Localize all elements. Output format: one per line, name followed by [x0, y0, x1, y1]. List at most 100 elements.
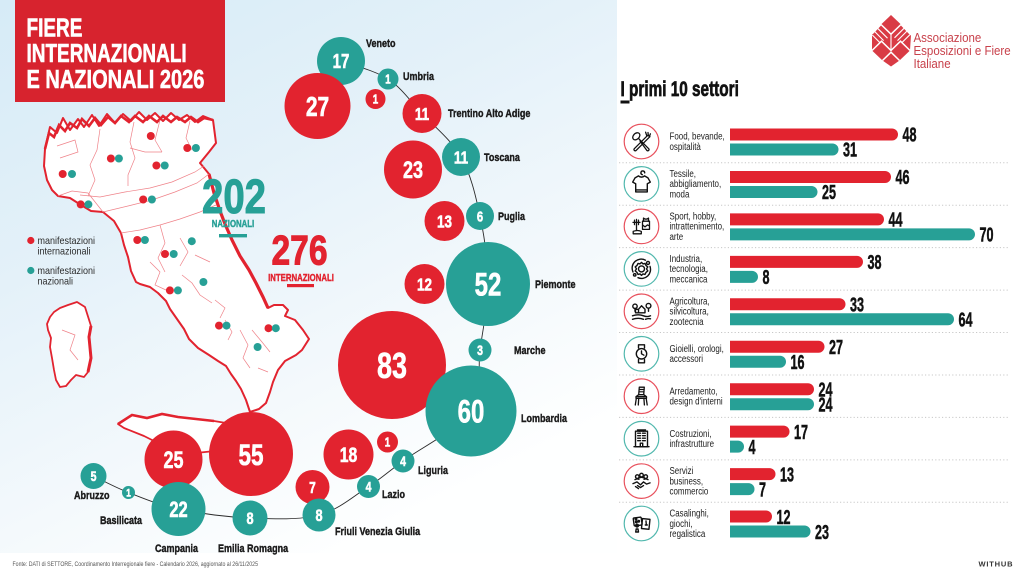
svg-text:Arredamento,: Arredamento,: [670, 386, 718, 397]
svg-text:Servizi: Servizi: [670, 465, 694, 476]
svg-text:zootecnia: zootecnia: [670, 316, 704, 327]
svg-text:13: 13: [437, 213, 452, 232]
svg-text:25: 25: [163, 448, 183, 474]
svg-text:meccanica: meccanica: [670, 274, 708, 285]
svg-text:I primi 10 settori: I primi 10 settori: [621, 77, 739, 101]
svg-text:Lombardia: Lombardia: [521, 413, 567, 425]
svg-text:Basilicata: Basilicata: [100, 515, 142, 527]
svg-text:Gioielli, orologi,: Gioielli, orologi,: [670, 343, 724, 354]
svg-text:202: 202: [202, 171, 266, 224]
svg-text:Campania: Campania: [155, 543, 198, 555]
svg-text:64: 64: [959, 309, 974, 332]
svg-text:276: 276: [271, 228, 327, 274]
svg-text:4: 4: [366, 479, 372, 495]
svg-text:abbigliamento,: abbigliamento,: [670, 178, 722, 189]
svg-text:nazionali: nazionali: [38, 276, 73, 288]
svg-text:Fonte: DATI di SETTORE, Coordi: Fonte: DATI di SETTORE, Coordinamento In…: [13, 562, 258, 569]
svg-text:25: 25: [822, 181, 836, 204]
svg-text:regalistica: regalistica: [670, 528, 706, 539]
svg-text:18: 18: [340, 443, 358, 467]
svg-text:accessori: accessori: [670, 353, 704, 364]
svg-text:17: 17: [333, 50, 350, 73]
svg-text:Tessile,: Tessile,: [670, 168, 696, 179]
svg-text:INTERNAZIONALI: INTERNAZIONALI: [268, 272, 334, 283]
svg-text:23: 23: [403, 158, 423, 184]
svg-text:Costruzioni,: Costruzioni,: [670, 428, 712, 439]
svg-text:27: 27: [829, 336, 843, 359]
svg-text:Trentino Alto Adige: Trentino Alto Adige: [448, 108, 531, 120]
svg-text:5: 5: [91, 469, 97, 485]
svg-text:Emilia Romagna: Emilia Romagna: [218, 543, 288, 555]
svg-text:Sport, hobby,: Sport, hobby,: [670, 211, 717, 222]
svg-text:ospitalità: ospitalità: [670, 141, 701, 152]
svg-text:7: 7: [759, 478, 766, 501]
svg-text:giochi,: giochi,: [670, 518, 693, 529]
svg-text:Marche: Marche: [514, 345, 546, 357]
svg-text:internazionali: internazionali: [38, 246, 91, 258]
svg-text:Toscana: Toscana: [484, 152, 520, 164]
svg-text:Food, bevande,: Food, bevande,: [670, 131, 725, 142]
svg-text:tecnologia,: tecnologia,: [670, 263, 708, 274]
svg-text:manifestazioni: manifestazioni: [38, 266, 95, 278]
svg-text:intrattenimento,: intrattenimento,: [670, 221, 725, 232]
svg-text:Liguria: Liguria: [418, 465, 448, 477]
svg-text:Esposizioni e Fiere: Esposizioni e Fiere: [914, 43, 1011, 58]
svg-text:33: 33: [850, 294, 864, 317]
svg-text:E NAZIONALI 2026: E NAZIONALI 2026: [27, 64, 205, 93]
svg-text:business,: business,: [670, 476, 704, 487]
svg-text:WITHUB: WITHUB: [979, 560, 1014, 569]
svg-text:FIERE: FIERE: [27, 12, 83, 42]
svg-text:4: 4: [400, 454, 406, 470]
svg-text:Associazione: Associazione: [914, 30, 982, 45]
svg-text:7: 7: [309, 478, 316, 496]
svg-text:Friuli Venezia Giulia: Friuli Venezia Giulia: [335, 526, 420, 538]
svg-text:manifestazioni: manifestazioni: [38, 236, 95, 248]
svg-text:8: 8: [763, 266, 770, 289]
svg-text:44: 44: [889, 209, 904, 232]
svg-text:60: 60: [458, 393, 485, 429]
svg-text:infrastrutture: infrastrutture: [670, 438, 715, 449]
svg-text:1: 1: [126, 487, 131, 499]
svg-text:12: 12: [417, 276, 432, 295]
svg-text:13: 13: [780, 463, 794, 486]
svg-text:3: 3: [477, 343, 483, 359]
svg-text:Veneto: Veneto: [366, 38, 396, 50]
svg-text:Puglia: Puglia: [498, 211, 525, 223]
svg-text:Industria,: Industria,: [670, 253, 703, 264]
svg-text:Lazio: Lazio: [382, 489, 405, 501]
svg-text:46: 46: [896, 166, 910, 189]
svg-text:Italiane: Italiane: [914, 56, 951, 71]
svg-text:silvicoltura,: silvicoltura,: [670, 306, 709, 317]
svg-text:commercio: commercio: [670, 486, 709, 497]
svg-text:Umbria: Umbria: [403, 71, 434, 83]
svg-text:55: 55: [238, 438, 263, 472]
svg-text:moda: moda: [670, 189, 690, 200]
svg-text:8: 8: [315, 506, 322, 525]
svg-text:4: 4: [749, 436, 757, 459]
svg-text:23: 23: [815, 521, 829, 544]
svg-text:INTERNAZIONALI: INTERNAZIONALI: [27, 38, 187, 68]
svg-text:Agricoltura,: Agricoltura,: [670, 296, 710, 307]
svg-text:11: 11: [454, 149, 468, 168]
svg-text:1: 1: [373, 94, 379, 108]
svg-text:48: 48: [903, 124, 917, 147]
svg-text:6: 6: [477, 208, 483, 225]
svg-text:NAZIONALI: NAZIONALI: [212, 218, 254, 229]
svg-text:24: 24: [819, 378, 834, 401]
svg-text:1: 1: [385, 437, 391, 451]
svg-text:24: 24: [819, 393, 834, 416]
svg-text:Casalinghi,: Casalinghi,: [670, 508, 709, 519]
svg-text:Abruzzo: Abruzzo: [74, 490, 110, 502]
svg-text:31: 31: [843, 139, 857, 162]
svg-text:8: 8: [246, 509, 253, 528]
svg-text:12: 12: [777, 506, 791, 529]
svg-text:27: 27: [306, 92, 329, 123]
svg-text:arte: arte: [670, 231, 684, 242]
svg-text:52: 52: [475, 266, 502, 302]
svg-text:design d'interni: design d'interni: [670, 396, 723, 407]
svg-text:1: 1: [385, 74, 391, 88]
svg-text:11: 11: [415, 105, 429, 124]
svg-text:83: 83: [377, 345, 407, 386]
svg-text:16: 16: [791, 351, 805, 374]
svg-text:38: 38: [868, 251, 882, 274]
